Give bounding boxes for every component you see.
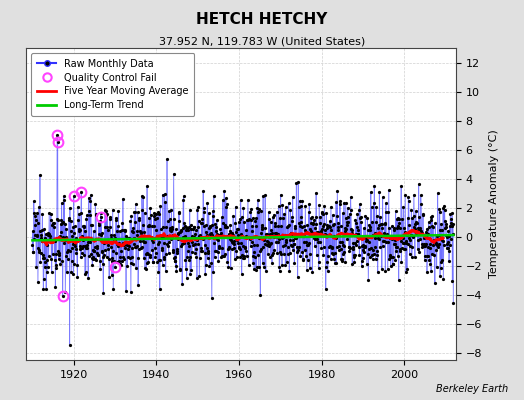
- Text: 37.952 N, 119.783 W (United States): 37.952 N, 119.783 W (United States): [159, 36, 365, 46]
- Text: HETCH HETCHY: HETCH HETCHY: [196, 12, 328, 27]
- Y-axis label: Temperature Anomaly (°C): Temperature Anomaly (°C): [489, 130, 499, 278]
- Legend: Raw Monthly Data, Quality Control Fail, Five Year Moving Average, Long-Term Tren: Raw Monthly Data, Quality Control Fail, …: [31, 53, 194, 116]
- Text: Berkeley Earth: Berkeley Earth: [436, 384, 508, 394]
